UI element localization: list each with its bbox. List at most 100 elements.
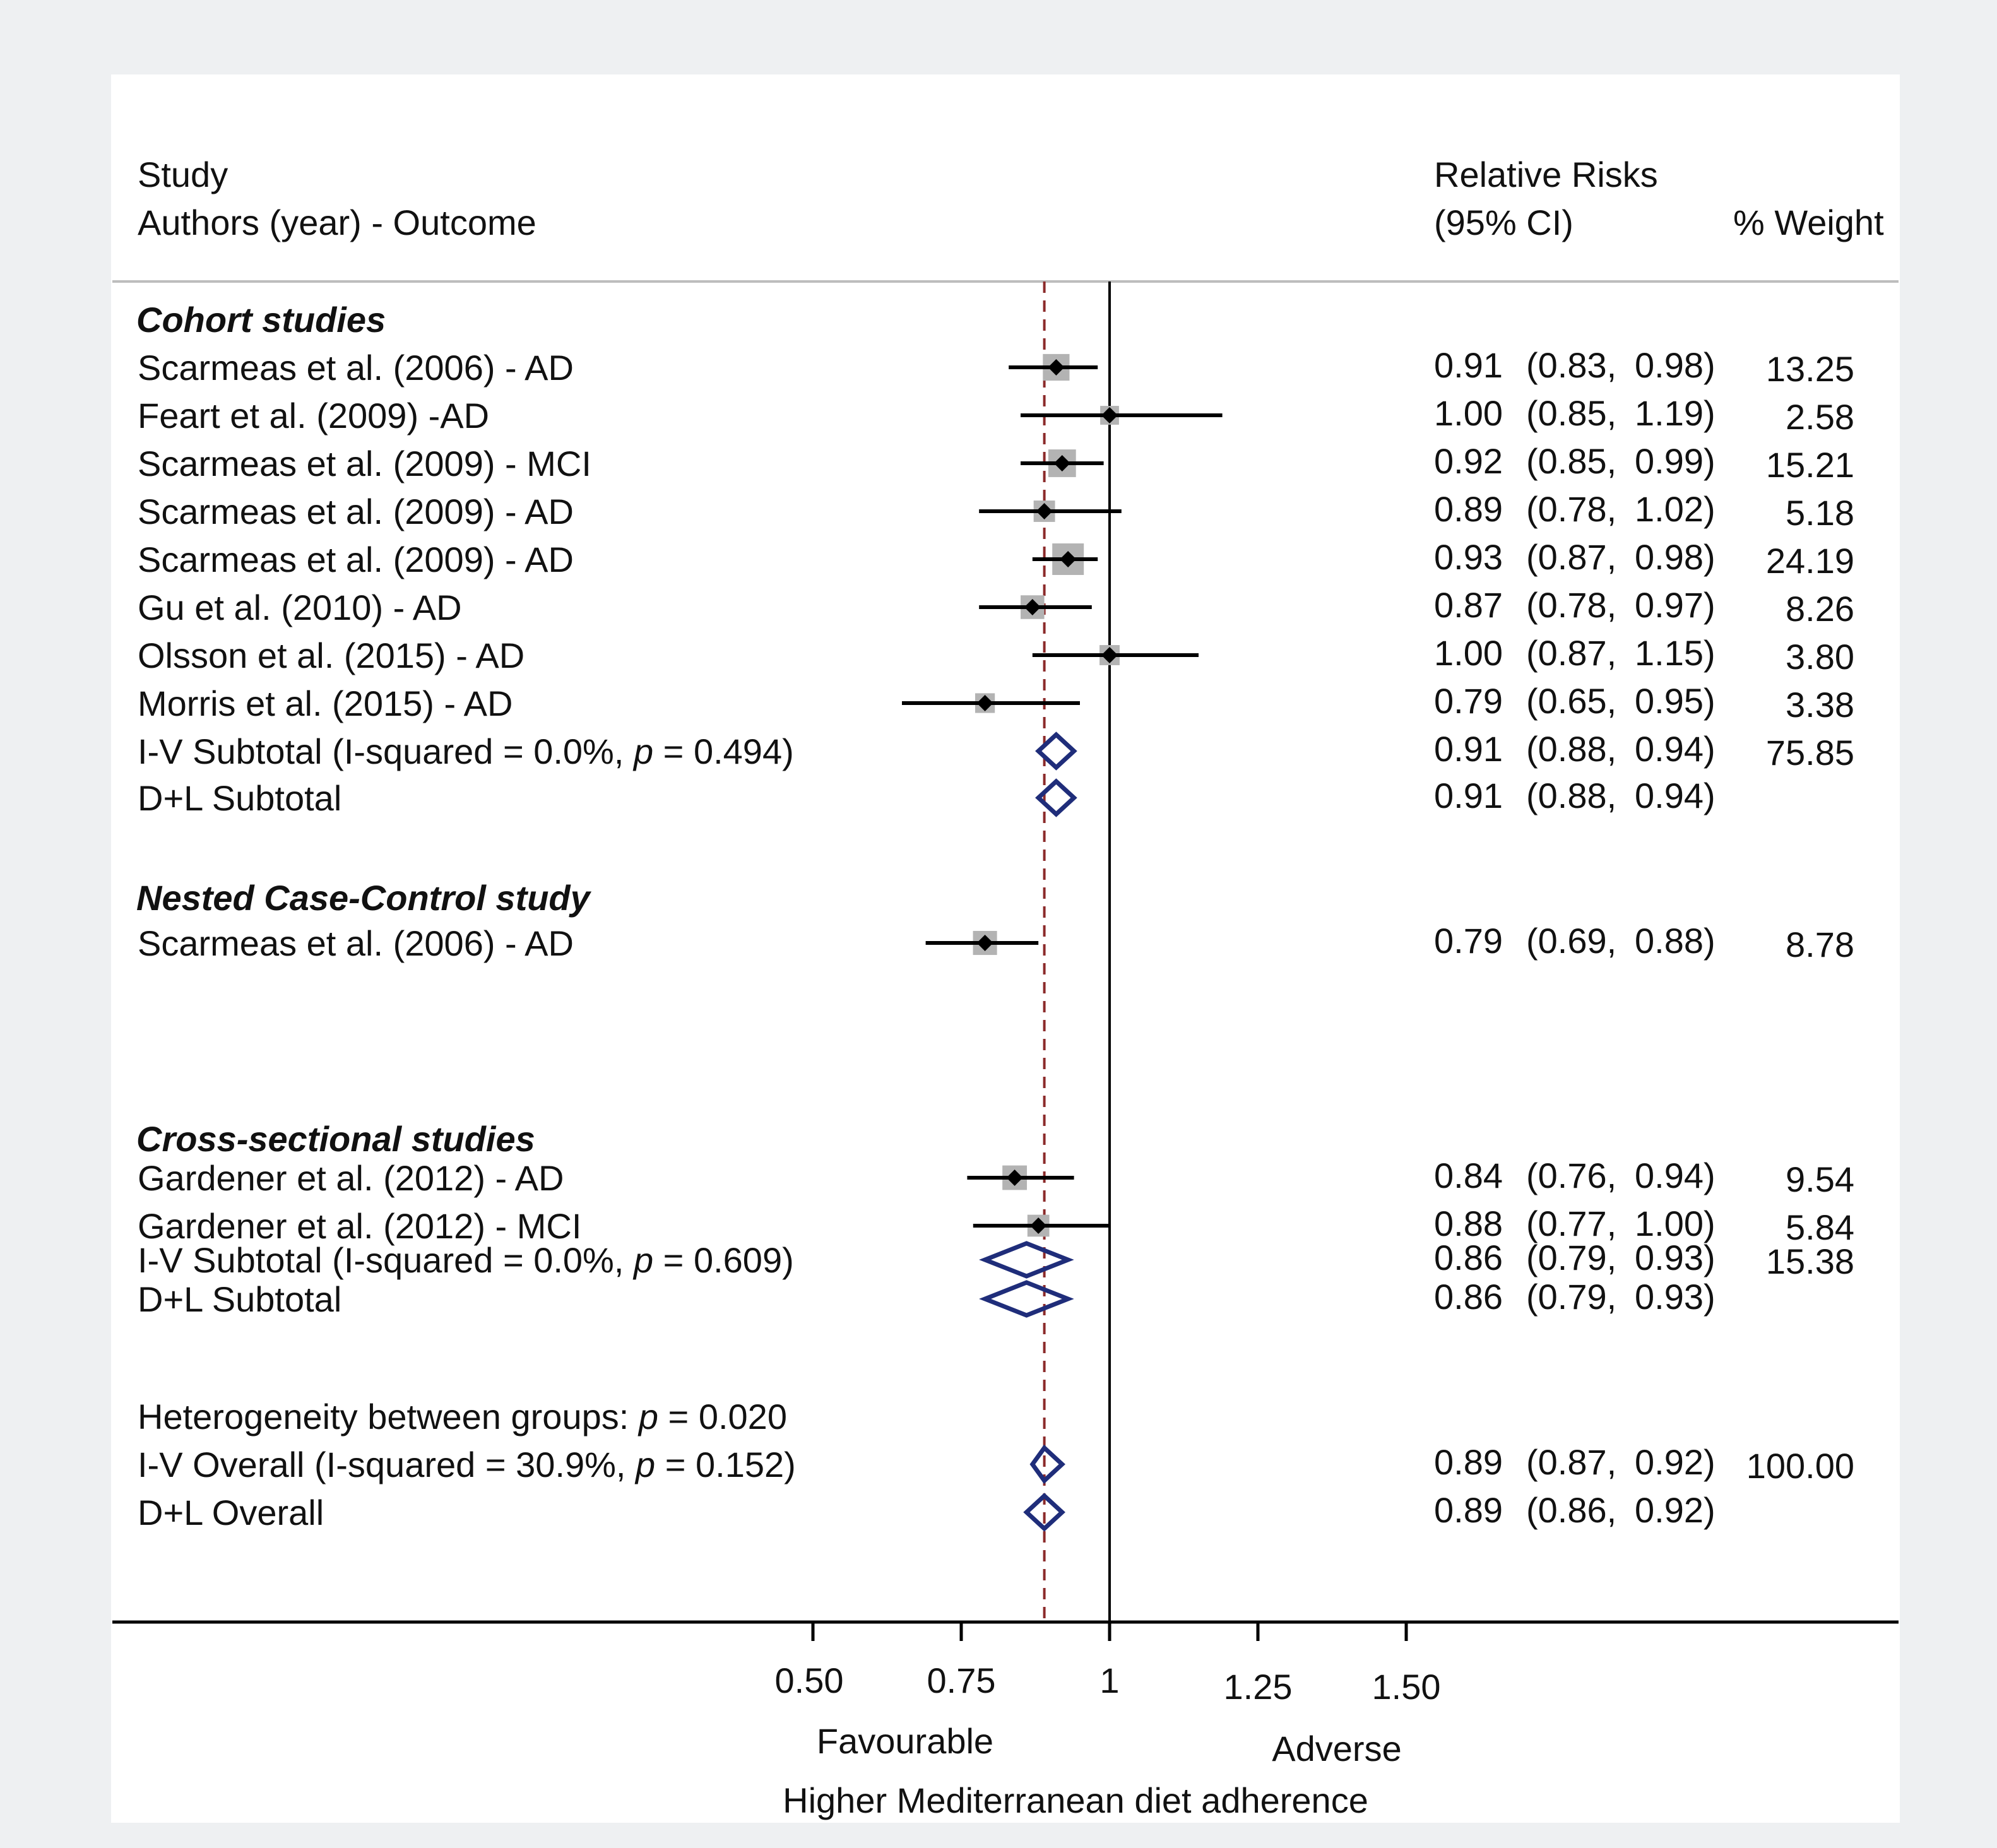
study-label: I-V Subtotal (I-squared = 0.0%, p = 0.60… xyxy=(138,1240,794,1280)
label-suffix: = 0.609) xyxy=(653,1240,794,1280)
ci-lower: (0.87, xyxy=(1526,633,1616,673)
ci-lower: (0.83, xyxy=(1526,345,1616,385)
study-label: Scarmeas et al. (2009) - AD xyxy=(138,540,574,579)
study-label: Morris et al. (2015) - AD xyxy=(138,684,513,723)
ci-lower: (0.77, xyxy=(1526,1204,1616,1243)
ci-lower: (0.79, xyxy=(1526,1238,1616,1277)
ci-lower: (0.85, xyxy=(1526,393,1616,433)
forest-row-4: Scarmeas et al. (2009) - AD 0.89 (0.78, 1.0… xyxy=(138,489,1854,533)
weight-value: 100.00 xyxy=(1746,1446,1854,1486)
header-ci: (95% CI) xyxy=(1434,203,1573,242)
forest-row-19: I-V Overall (I-squared = 30.9%, p = 0.15… xyxy=(138,1442,1854,1486)
ci-upper: 0.92) xyxy=(1635,1442,1716,1482)
study-label: D+L Subtotal xyxy=(138,778,341,818)
forest-row-12: Scarmeas et al. (2006) - AD 0.79 (0.69, 0.8… xyxy=(138,921,1854,964)
pooled-diamond xyxy=(979,1241,1074,1279)
section-title: Nested Case-Control study xyxy=(136,878,592,918)
x-axis-title: Higher Mediterranean diet adherence xyxy=(783,1780,1368,1820)
x-tick-label: 1.25 xyxy=(1224,1667,1293,1707)
forest-row-7: Olsson et al. (2015) - AD 1.00 (0.87, 1.15)… xyxy=(138,633,1854,677)
weight-value: 24.19 xyxy=(1766,541,1854,581)
forest-row-18: Heterogeneity between groups: p = 0.020 xyxy=(138,1397,787,1436)
weight-value: 3.80 xyxy=(1786,637,1854,677)
rr-value: 0.89 xyxy=(1434,489,1503,529)
ci-lower: (0.87, xyxy=(1526,537,1616,577)
rr-value: 1.00 xyxy=(1434,633,1503,673)
ci-upper: 0.97) xyxy=(1635,585,1716,625)
x-tick-label: 1 xyxy=(1099,1661,1119,1700)
pooled-diamond xyxy=(1023,1493,1065,1532)
header-relative-risks: Relative Risks xyxy=(1434,155,1658,194)
pooled-diamond xyxy=(979,1280,1074,1318)
rr-value: 0.86 xyxy=(1434,1238,1503,1277)
study-label: Scarmeas et al. (2009) - MCI xyxy=(138,444,591,483)
x-tick-label: 0.50 xyxy=(775,1661,844,1700)
study-label: D+L Subtotal xyxy=(138,1279,341,1319)
rr-value: 0.89 xyxy=(1434,1490,1503,1530)
study-label: I-V Overall (I-squared = 30.9%, p = 0.15… xyxy=(138,1445,796,1484)
point-estimate xyxy=(1024,599,1041,615)
ci-lower: (0.88, xyxy=(1526,729,1616,769)
rr-value: 0.91 xyxy=(1434,776,1503,815)
pooled-diamond xyxy=(1029,1444,1065,1484)
ci-upper: 0.95) xyxy=(1635,681,1716,721)
header-weight: % Weight xyxy=(1733,203,1884,242)
study-label: Olsson et al. (2015) - AD xyxy=(138,636,524,675)
ci-upper: 1.00) xyxy=(1635,1204,1716,1243)
forest-row-17: D+L Subtotal 0.86 (0.79, 0.93) xyxy=(138,1277,1716,1319)
study-label: Gardener et al. (2012) - AD xyxy=(138,1158,564,1198)
rr-value: 1.00 xyxy=(1434,393,1503,433)
weight-value: 75.85 xyxy=(1766,733,1854,773)
rr-value: 0.79 xyxy=(1434,681,1503,721)
pooled-diamond xyxy=(1035,732,1077,771)
rr-value: 0.88 xyxy=(1434,1204,1503,1243)
point-estimate xyxy=(1048,359,1065,376)
ci-lower: (0.78, xyxy=(1526,489,1616,529)
label-prefix: Heterogeneity between groups: xyxy=(138,1397,639,1436)
label-suffix: = 0.152) xyxy=(655,1445,796,1484)
p-symbol: p xyxy=(634,1445,655,1484)
weight-value: 5.84 xyxy=(1786,1207,1854,1247)
weight-value: 15.21 xyxy=(1766,445,1854,485)
header-study: Study xyxy=(138,155,228,194)
ci-upper: 0.98) xyxy=(1635,537,1716,577)
ci-upper: 1.02) xyxy=(1635,489,1716,529)
study-label: Gu et al. (2010) - AD xyxy=(138,588,462,627)
weight-value: 13.25 xyxy=(1766,349,1854,389)
forest-row-10: D+L Subtotal 0.91 (0.88, 0.94) xyxy=(138,776,1716,818)
point-estimate xyxy=(976,695,993,711)
rr-value: 0.86 xyxy=(1434,1277,1503,1317)
study-label: Scarmeas et al. (2009) - AD xyxy=(138,492,574,531)
label-prefix: I-V Subtotal (I-squared = 0.0%, xyxy=(138,732,634,771)
study-label: Gardener et al. (2012) - MCI xyxy=(138,1206,581,1246)
point-estimate xyxy=(1101,647,1118,663)
rr-value: 0.92 xyxy=(1434,441,1503,481)
label-prefix: I-V Subtotal (I-squared = 0.0%, xyxy=(138,1240,634,1280)
label-suffix: = 0.020 xyxy=(658,1397,787,1436)
forest-row-14: Gardener et al. (2012) - AD 0.84 (0.76, 0.9… xyxy=(138,1156,1854,1199)
forest-row-2: Feart et al. (2009) -AD 1.00 (0.85, 1.19) 2.… xyxy=(138,393,1854,437)
rr-value: 0.91 xyxy=(1434,729,1503,769)
ci-upper: 0.93) xyxy=(1635,1238,1716,1277)
ci-upper: 0.98) xyxy=(1635,345,1716,385)
ci-lower: (0.78, xyxy=(1526,585,1616,625)
ci-lower: (0.85, xyxy=(1526,441,1616,481)
ci-lower: (0.69, xyxy=(1526,921,1616,961)
x-tick-label: 1.50 xyxy=(1372,1667,1441,1707)
study-label: I-V Subtotal (I-squared = 0.0%, p = 0.49… xyxy=(138,732,794,771)
forest-row-16: I-V Subtotal (I-squared = 0.0%, p = 0.60… xyxy=(138,1238,1854,1281)
x-tick-label: 0.75 xyxy=(927,1661,996,1700)
point-estimate xyxy=(1036,503,1053,519)
label-suffix: = 0.494) xyxy=(653,732,794,771)
point-estimate xyxy=(1006,1170,1023,1186)
ci-lower: (0.88, xyxy=(1526,776,1616,815)
ci-upper: 1.19) xyxy=(1635,393,1716,433)
ci-upper: 0.99) xyxy=(1635,441,1716,481)
ci-upper: 0.94) xyxy=(1635,729,1716,769)
p-symbol: p xyxy=(632,732,653,771)
weight-value: 8.78 xyxy=(1786,925,1854,964)
forest-row-6: Gu et al. (2010) - AD 0.87 (0.78, 0.97) 8.26 xyxy=(138,585,1854,629)
ci-upper: 0.92) xyxy=(1635,1490,1716,1530)
ci-upper: 0.94) xyxy=(1635,776,1716,815)
